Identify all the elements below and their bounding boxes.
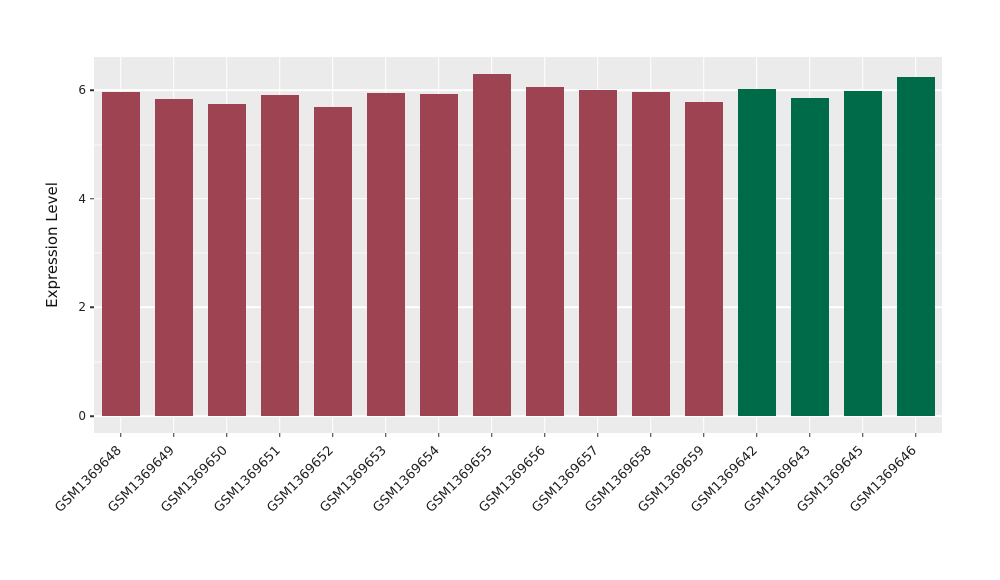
gridline-y-major [94, 415, 942, 417]
x-axis-tick [543, 433, 546, 437]
gridline-y-major [94, 89, 942, 91]
bar-GSM1369646 [896, 77, 935, 416]
x-axis-tick [861, 433, 864, 437]
gridline-y-minor [94, 252, 942, 254]
x-axis-tick [384, 433, 387, 437]
y-axis-tick [90, 306, 94, 309]
bar-GSM1369645 [843, 91, 882, 416]
gridline-y-minor [94, 144, 942, 145]
x-axis-tick [808, 433, 811, 437]
gridline-y-minor [94, 361, 942, 363]
bar-GSM1369651 [260, 95, 299, 416]
x-axis-tick [490, 433, 493, 437]
y-axis-tick [90, 198, 94, 200]
gridline-y-major [94, 306, 942, 309]
bar-GSM1369655 [472, 74, 511, 416]
x-axis-tick [278, 433, 281, 437]
bar-GSM1369642 [737, 89, 776, 416]
bar-GSM1369648 [101, 91, 140, 416]
bar-GSM1369659 [684, 102, 723, 416]
bar-GSM1369654 [419, 94, 458, 416]
y-tick-label: 2 [78, 300, 86, 315]
bar-GSM1369653 [366, 93, 405, 416]
bar-GSM1369657 [578, 89, 617, 416]
bar-GSM1369649 [154, 99, 193, 416]
bar-GSM1369643 [790, 98, 829, 416]
x-axis-tick [172, 433, 175, 437]
x-axis-tick [914, 433, 917, 437]
x-axis-tick [649, 433, 652, 437]
bar-GSM1369650 [207, 103, 246, 416]
y-tick-label: 4 [78, 191, 86, 206]
y-axis-tick [90, 415, 94, 417]
bar-GSM1369652 [313, 107, 352, 416]
x-axis-tick [225, 433, 228, 437]
bar-GSM1369656 [525, 86, 564, 416]
y-axis-tick [90, 89, 94, 91]
gridline-y-major [94, 198, 942, 200]
x-axis-tick [119, 433, 122, 437]
x-axis-tick [331, 433, 334, 437]
x-axis-tick [702, 433, 705, 437]
x-axis-tick [437, 433, 440, 437]
x-axis-tick [755, 433, 758, 437]
y-tick-label: 0 [78, 409, 86, 423]
x-axis-tick [596, 433, 599, 437]
y-tick-label: 6 [78, 83, 86, 98]
plot-panel [94, 57, 942, 433]
bar-GSM1369658 [631, 92, 670, 416]
